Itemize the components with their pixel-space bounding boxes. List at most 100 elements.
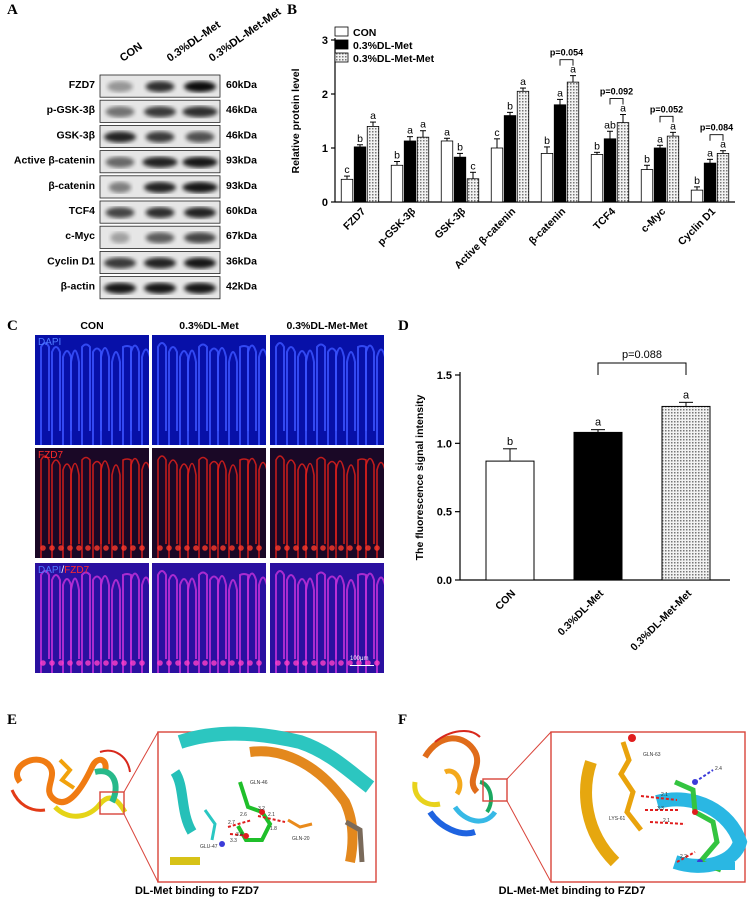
scale-bar-label: 100μm <box>350 656 369 662</box>
y-tick-label: 0 <box>322 197 328 209</box>
channel-label: DAPI/FZD7 <box>38 565 89 576</box>
y-tick-label: 1 <box>322 143 328 155</box>
significance-letter: b <box>594 140 600 152</box>
micrograph-image <box>35 335 149 445</box>
blot-band <box>144 106 176 118</box>
blot-protein-label: Cyclin D1 <box>47 255 95 267</box>
blot-size-label: 36kDa <box>226 255 257 267</box>
distance-label: 2.1 <box>268 812 275 818</box>
significance-letter: c <box>344 164 349 176</box>
significance-letter: c <box>494 127 499 139</box>
significance-letter: a <box>520 76 526 88</box>
bar <box>490 147 504 203</box>
significance-letter: b <box>644 153 650 165</box>
immunofluorescence-panel: CON 0.3%DL-Met 0.3%DL-Met-Met DAPI FZD7 DAPI/… <box>30 318 388 683</box>
legend-entry: 0.3%DL-Met <box>353 40 413 52</box>
blot-row: c-Myc 67kDa <box>65 225 257 249</box>
bar <box>553 104 567 203</box>
significance-letter: a <box>707 147 713 159</box>
x-tick-label: c-Myc <box>639 206 669 236</box>
x-tick-label: β-catenin <box>527 206 568 247</box>
blot-band <box>104 131 136 143</box>
blot-size-label: 46kDa <box>226 129 257 141</box>
significance-letter: ab <box>604 119 616 131</box>
micrograph-image <box>270 563 384 673</box>
micrograph-column-header: 0.3%DL-Met <box>179 320 239 332</box>
bar <box>690 189 704 203</box>
micrograph-column-header: 0.3%DL-Met-Met <box>286 320 368 332</box>
channel-label-part: FZD7 <box>38 450 63 461</box>
bar <box>703 162 717 203</box>
blot-size-label: 46kDa <box>226 104 257 116</box>
bar <box>466 178 480 203</box>
p-value-label: p=0.054 <box>550 48 583 58</box>
blot-band <box>145 207 175 219</box>
residue-label: GLN-46 <box>250 780 268 786</box>
y-tick-label: 2 <box>322 89 328 101</box>
distance-label: 2.7 <box>228 820 235 826</box>
blot-band <box>145 232 175 244</box>
micrograph-image <box>35 563 149 673</box>
micrograph-image <box>152 448 266 558</box>
bar <box>566 81 580 203</box>
blot-band <box>142 156 178 168</box>
panel-letter-c: C <box>7 318 18 334</box>
channel-label-part: / <box>61 565 65 576</box>
bar <box>353 146 367 203</box>
channel-label-part: DAPI <box>38 565 62 576</box>
blot-row: β-catenin 93kDa <box>48 175 257 199</box>
blot-protein-label: β-catenin <box>48 180 95 192</box>
blot-protein-label: GSK-3β <box>57 129 96 141</box>
blot-band <box>182 156 218 168</box>
bar <box>503 115 517 203</box>
blot-band <box>105 106 135 118</box>
bar <box>453 156 467 203</box>
bar <box>640 169 654 203</box>
distance-label: 3.3 <box>230 838 237 844</box>
y-axis-label: Relative protein level <box>290 68 302 173</box>
residue-label: GLN-20 <box>292 836 310 842</box>
x-tick-label: 0.3%DL-Met-Met <box>628 587 694 653</box>
p-value-label: p=0.084 <box>700 123 733 133</box>
lane-header: 0.3%DL-Met-Met <box>207 6 284 65</box>
blot-band <box>104 257 136 269</box>
blot-size-label: 60kDa <box>226 79 257 91</box>
lane-header: CON <box>118 41 145 65</box>
blot-band <box>184 257 216 269</box>
blot-band <box>184 207 216 219</box>
y-tick-label: 1.5 <box>437 370 452 382</box>
significance-letter: b <box>357 133 363 145</box>
blot-protein-label: c-Myc <box>65 230 95 242</box>
blot-size-label: 67kDa <box>226 230 257 242</box>
blot-band <box>105 156 135 168</box>
bar <box>590 154 604 203</box>
binding-site-zoom-e <box>157 726 377 883</box>
significance-bracket <box>597 362 687 375</box>
significance-bracket <box>609 98 624 105</box>
blot-size-label: 93kDa <box>226 180 257 192</box>
blot-band <box>108 181 132 193</box>
bar <box>661 405 711 581</box>
residue-label: LYS-61 <box>609 816 626 822</box>
significance-letter: a <box>683 389 690 401</box>
distance-label: 2.2 <box>680 854 687 860</box>
x-tick-label: Cyclin D1 <box>676 206 718 248</box>
panel-letter-e: E <box>7 712 18 728</box>
blot-band <box>182 181 218 193</box>
significance-letter: a <box>720 139 726 151</box>
x-tick-label: TCF4 <box>591 206 618 233</box>
significance-letter: a <box>670 120 676 132</box>
residue-label: GLU-47 <box>200 844 218 850</box>
blot-row: GSK-3β 46kDa <box>57 125 257 149</box>
distance-label: 2.4 <box>715 766 722 772</box>
panel-letter-f: F <box>398 712 408 728</box>
bar <box>616 122 630 203</box>
x-tick-label: 0.3%DL-Met <box>556 587 607 638</box>
significance-letter: b <box>394 150 400 162</box>
significance-letter: c <box>470 160 475 172</box>
distance-label: 2.6 <box>240 812 247 818</box>
bar <box>340 178 354 203</box>
significance-letter: a <box>407 125 413 137</box>
significance-letter: a <box>570 64 576 76</box>
